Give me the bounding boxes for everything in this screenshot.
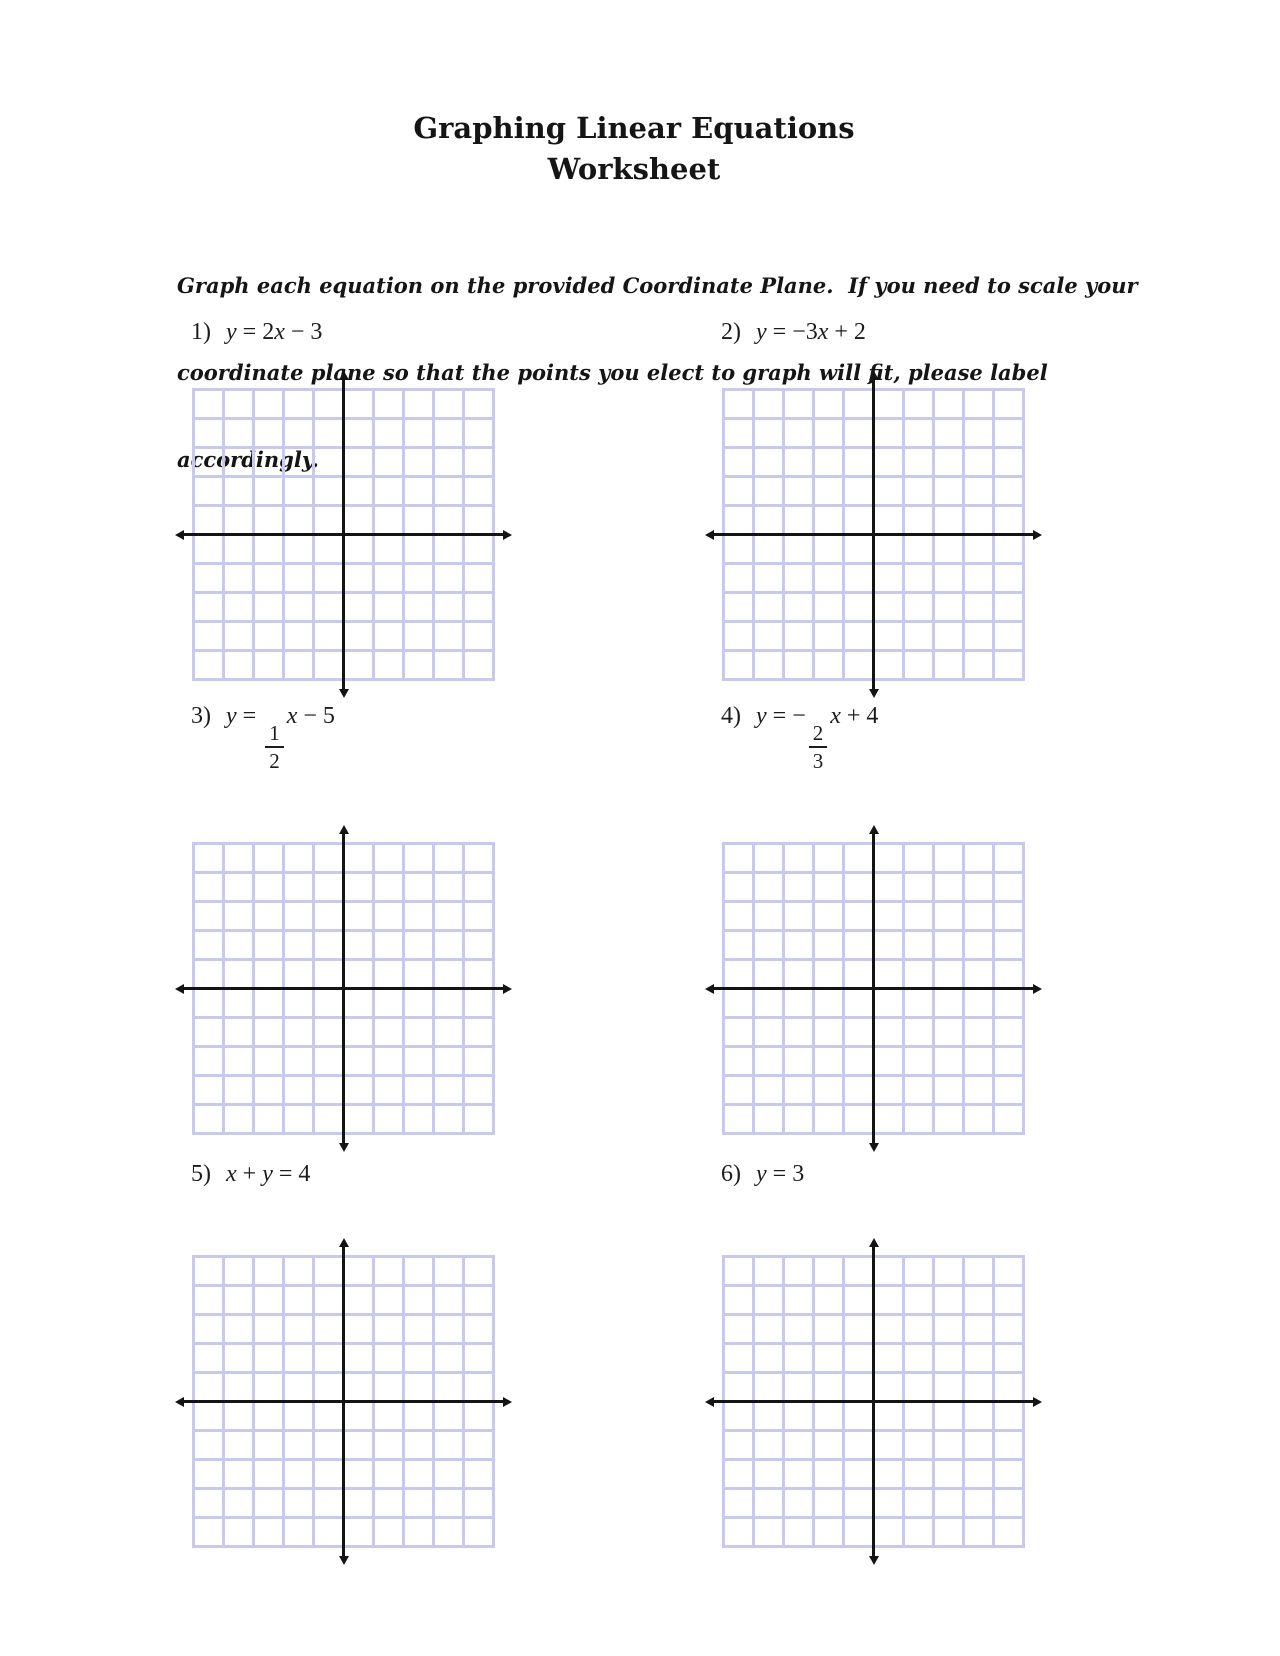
equation-term: y	[226, 319, 237, 345]
equation-term: y	[226, 703, 237, 729]
problem-1: 1) y = 2x − 3	[175, 316, 512, 698]
coordinate-plane-3	[175, 825, 512, 1152]
equation-2: 2) y = −3x + 2	[721, 316, 1041, 349]
equation-term: − 3	[284, 319, 323, 345]
equation-term: y	[756, 319, 767, 345]
problem-2-number: 2)	[721, 319, 741, 345]
equation-term: = 4	[272, 1161, 311, 1187]
y-axis	[338, 825, 349, 1152]
equation-6: 6) y = 3	[721, 1158, 1041, 1191]
coordinate-plane-5	[175, 1238, 512, 1565]
equation-term: = −3	[766, 319, 818, 345]
equation-term: +	[236, 1161, 263, 1187]
equation-5: 5) x + y = 4	[191, 1158, 511, 1191]
equation-term: x	[830, 703, 841, 729]
y-axis	[868, 825, 879, 1152]
equation-term: − 5	[297, 703, 335, 729]
equation-term: y	[262, 1161, 273, 1187]
problem-3-number: 3)	[191, 703, 211, 729]
y-axis	[338, 371, 349, 698]
equation-term: x	[274, 319, 285, 345]
equation-4: 4) y = −2 3 x + 4	[721, 700, 1041, 773]
fraction-numerator: 2	[808, 721, 828, 748]
instructions-line-1: Graph each equation on the provided Coor…	[177, 273, 1138, 298]
coordinate-plane-4	[705, 825, 1042, 1152]
problem-4-number: 4)	[721, 703, 741, 729]
equation-term: + 4	[840, 703, 879, 729]
equation-term: =	[236, 703, 263, 729]
equation-term: + 2	[828, 319, 866, 345]
problem-2: 2) y = −3x + 2	[705, 316, 1042, 698]
equation-term: y	[756, 703, 767, 729]
equation-term: = 3	[766, 1161, 805, 1187]
fraction-denominator: 3	[812, 749, 824, 773]
equation-term: x	[286, 703, 298, 729]
equation-term: = 2	[236, 319, 275, 345]
page-title-line-2: Worksheet	[547, 152, 721, 186]
coordinate-plane-2	[705, 371, 1042, 698]
problem-5: 5) x + y = 4	[175, 1158, 512, 1565]
coordinate-plane-6	[705, 1238, 1042, 1565]
problem-5-number: 5)	[191, 1161, 211, 1187]
fraction-denominator: 2	[269, 749, 280, 773]
problem-6-number: 6)	[721, 1161, 741, 1187]
y-axis	[868, 371, 879, 698]
problem-1-number: 1)	[191, 319, 211, 345]
equation-1: 1) y = 2x − 3	[191, 316, 511, 349]
instructions: Graph each equation on the provided Coor…	[177, 213, 1138, 503]
y-axis	[868, 1238, 879, 1565]
instructions-line-2: coordinate plane so that the points you …	[177, 360, 1048, 385]
page-title: Graphing Linear Equations Worksheet	[0, 108, 1268, 190]
y-axis	[338, 1238, 349, 1565]
equation-term: y	[756, 1161, 767, 1187]
fraction-numerator: 1	[265, 721, 284, 748]
problem-4: 4) y = −2 3 x + 4	[705, 700, 1042, 1152]
coordinate-plane-1	[175, 371, 512, 698]
equation-term: x	[226, 1161, 237, 1187]
problem-6: 6) y = 3	[705, 1158, 1042, 1565]
equation-term: = −	[766, 703, 806, 729]
page-title-line-1: Graphing Linear Equations	[413, 111, 855, 145]
equation-term: x	[817, 319, 829, 345]
